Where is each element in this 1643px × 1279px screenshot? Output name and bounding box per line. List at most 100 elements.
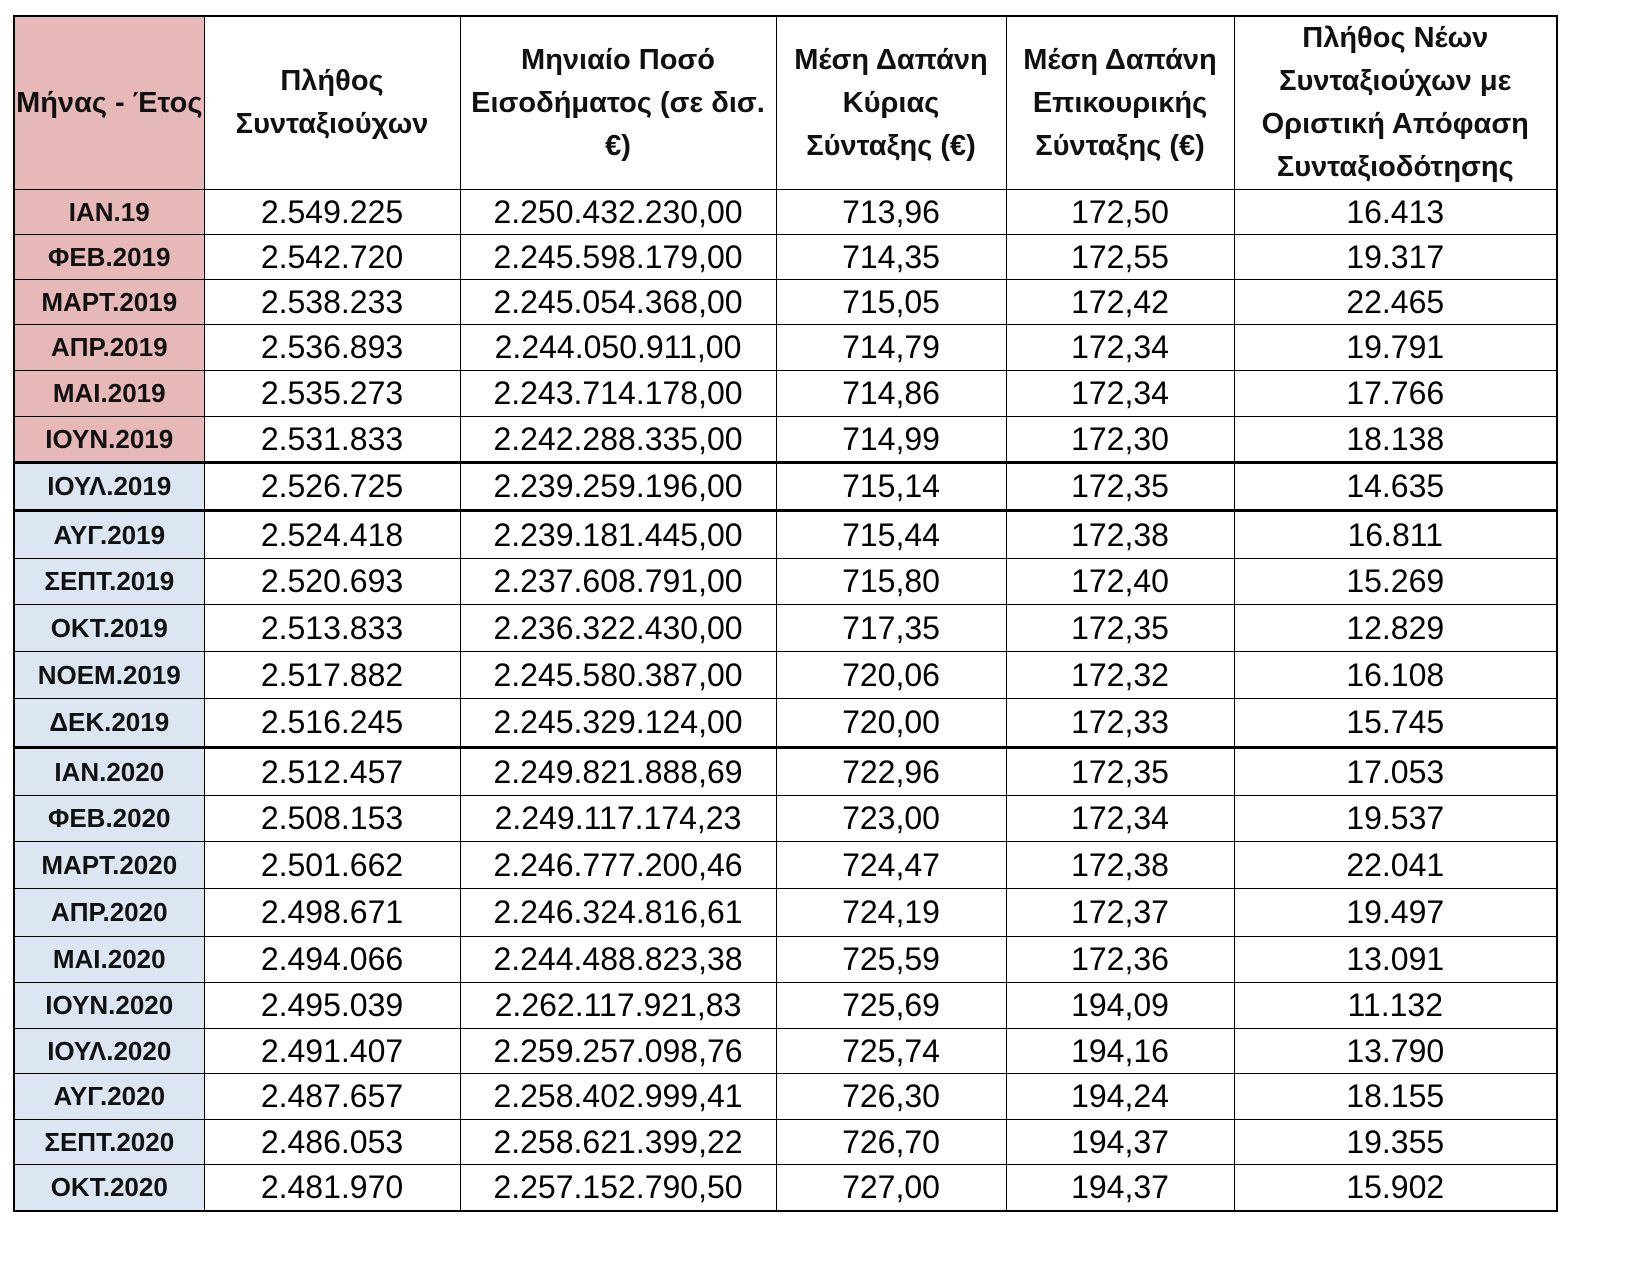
income-amount-cell: 2.244.488.823,38 [459,936,777,983]
income-amount-cell: 2.242.288.335,00 [459,416,777,463]
month-cell: ΙΑΝ.19 [13,189,205,235]
header-new-pensioners-count: Πλήθος Νέων Συνταξιούχων με Οριστική Από… [1233,15,1558,190]
pensioners-cell: 2.494.066 [203,936,461,983]
new-pensioners-cell: 15.745 [1233,698,1558,748]
main-pension-cell: 725,69 [775,982,1007,1029]
table-row: ΑΠΡ.2020 2.498.671 2.246.324.816,61 724,19 1… [13,888,1558,937]
income-amount-cell: 2.236.322.430,00 [459,604,777,652]
auxiliary-pension-cell: 172,38 [1005,509,1235,559]
auxiliary-pension-cell: 172,35 [1005,746,1235,796]
pensioners-cell: 2.538.233 [203,279,461,325]
new-pensioners-cell: 12.829 [1233,604,1558,652]
header-row: Μήνας - Έτος Πλήθος Συνταξιούχων Μηνιαίο… [13,15,1558,190]
pensioners-cell: 2.481.970 [203,1164,461,1211]
new-pensioners-cell: 15.902 [1233,1164,1558,1211]
income-amount-cell: 2.239.181.445,00 [459,509,777,559]
table-row: ΣΕΠΤ.2020 2.486.053 2.258.621.399,22 726,70… [13,1119,1558,1165]
header-month-year: Μήνας - Έτος [13,15,205,190]
auxiliary-pension-cell: 172,33 [1005,698,1235,748]
income-amount-cell: 2.243.714.178,00 [459,370,777,417]
month-cell: ΦΕΒ.2019 [13,234,205,280]
month-cell: ΙΟΥΝ.2019 [13,416,205,463]
auxiliary-pension-cell: 194,09 [1005,982,1235,1029]
income-amount-cell: 2.244.050.911,00 [459,324,777,371]
month-cell: ΣΕΠΤ.2019 [13,558,205,605]
new-pensioners-cell: 15.269 [1233,558,1558,605]
income-amount-cell: 2.237.608.791,00 [459,558,777,605]
new-pensioners-cell: 13.091 [1233,936,1558,983]
main-pension-cell: 715,80 [775,558,1007,605]
income-amount-cell: 2.239.259.196,00 [459,461,777,511]
income-amount-cell: 2.258.621.399,22 [459,1119,777,1165]
auxiliary-pension-cell: 172,55 [1005,234,1235,280]
table-row: ΟΚΤ.2020 2.481.970 2.257.152.790,50 727,00 1… [13,1164,1558,1211]
new-pensioners-cell: 19.355 [1233,1119,1558,1165]
table-row: ΑΥΓ.2020 2.487.657 2.258.402.999,41 726,30 1… [13,1073,1558,1120]
month-cell: ΟΚΤ.2020 [13,1164,205,1211]
auxiliary-pension-cell: 172,34 [1005,370,1235,417]
income-amount-cell: 2.245.580.387,00 [459,651,777,699]
pensioners-cell: 2.542.720 [203,234,461,280]
pensioners-cell: 2.498.671 [203,888,461,937]
pensioners-cell: 2.512.457 [203,746,461,796]
month-cell: ΑΠΡ.2019 [13,324,205,371]
month-cell: ΜΑΡΤ.2020 [13,841,205,889]
auxiliary-pension-cell: 172,34 [1005,324,1235,371]
main-pension-cell: 720,00 [775,698,1007,748]
month-cell: ΜΑΙ.2020 [13,936,205,983]
main-pension-cell: 714,99 [775,416,1007,463]
table-row: ΜΑΙ.2019 2.535.273 2.243.714.178,00 714,86 1… [13,370,1558,417]
new-pensioners-cell: 17.053 [1233,746,1558,796]
table-row: ΙΑΝ.2020 2.512.457 2.249.821.888,69 722,96 1… [13,746,1558,796]
pensioners-cell: 2.491.407 [203,1028,461,1074]
month-cell: ΟΚΤ.2019 [13,604,205,652]
pension-statistics-table-wrapper: Μήνας - Έτος Πλήθος Συνταξιούχων Μηνιαίο… [13,15,1558,1212]
income-amount-cell: 2.245.329.124,00 [459,698,777,748]
auxiliary-pension-cell: 172,34 [1005,795,1235,842]
table-row: ΜΑΙ.2020 2.494.066 2.244.488.823,38 725,59 1… [13,936,1558,983]
table-row: ΦΕΒ.2020 2.508.153 2.249.117.174,23 723,00 1… [13,795,1558,842]
pensioners-cell: 2.495.039 [203,982,461,1029]
pensioners-cell: 2.501.662 [203,841,461,889]
month-cell: ΑΥΓ.2019 [13,509,205,559]
main-pension-cell: 715,44 [775,509,1007,559]
income-amount-cell: 2.245.054.368,00 [459,279,777,325]
table-body: ΙΑΝ.19 2.549.225 2.250.432.230,00 713,96 172… [13,189,1558,1211]
income-amount-cell: 2.249.821.888,69 [459,746,777,796]
table-row: ΑΠΡ.2019 2.536.893 2.244.050.911,00 714,79 1… [13,324,1558,371]
new-pensioners-cell: 18.138 [1233,416,1558,463]
auxiliary-pension-cell: 194,24 [1005,1073,1235,1120]
table-row: ΙΟΥΝ.2020 2.495.039 2.262.117.921,83 725,69… [13,982,1558,1029]
main-pension-cell: 720,06 [775,651,1007,699]
table-row: ΜΑΡΤ.2020 2.501.662 2.246.777.200,46 724,47… [13,841,1558,889]
table-row: ΔΕΚ.2019 2.516.245 2.245.329.124,00 720,00 1… [13,698,1558,748]
income-amount-cell: 2.259.257.098,76 [459,1028,777,1074]
new-pensioners-cell: 19.791 [1233,324,1558,371]
main-pension-cell: 726,30 [775,1073,1007,1120]
new-pensioners-cell: 14.635 [1233,461,1558,511]
income-amount-cell: 2.246.777.200,46 [459,841,777,889]
pensioners-cell: 2.549.225 [203,189,461,235]
new-pensioners-cell: 19.537 [1233,795,1558,842]
pensioners-cell: 2.531.833 [203,416,461,463]
auxiliary-pension-cell: 172,42 [1005,279,1235,325]
header-monthly-income-amount: Μηνιαίο Ποσό Εισοδήματος (σε δισ. €) [459,15,777,190]
pensioners-cell: 2.516.245 [203,698,461,748]
new-pensioners-cell: 11.132 [1233,982,1558,1029]
auxiliary-pension-cell: 172,36 [1005,936,1235,983]
table-row: ΙΑΝ.19 2.549.225 2.250.432.230,00 713,96 172… [13,189,1558,235]
new-pensioners-cell: 17.766 [1233,370,1558,417]
auxiliary-pension-cell: 172,35 [1005,604,1235,652]
main-pension-cell: 715,05 [775,279,1007,325]
month-cell: ΑΥΓ.2020 [13,1073,205,1120]
month-cell: ΜΑΡΤ.2019 [13,279,205,325]
table-row: ΑΥΓ.2019 2.524.418 2.239.181.445,00 715,44 1… [13,509,1558,559]
auxiliary-pension-cell: 194,16 [1005,1028,1235,1074]
auxiliary-pension-cell: 194,37 [1005,1119,1235,1165]
table-row: ΙΟΥΛ.2019 2.526.725 2.239.259.196,00 715,14… [13,461,1558,511]
income-amount-cell: 2.258.402.999,41 [459,1073,777,1120]
new-pensioners-cell: 18.155 [1233,1073,1558,1120]
pension-statistics-table: Μήνας - Έτος Πλήθος Συνταξιούχων Μηνιαίο… [13,15,1558,1212]
auxiliary-pension-cell: 194,37 [1005,1164,1235,1211]
main-pension-cell: 717,35 [775,604,1007,652]
